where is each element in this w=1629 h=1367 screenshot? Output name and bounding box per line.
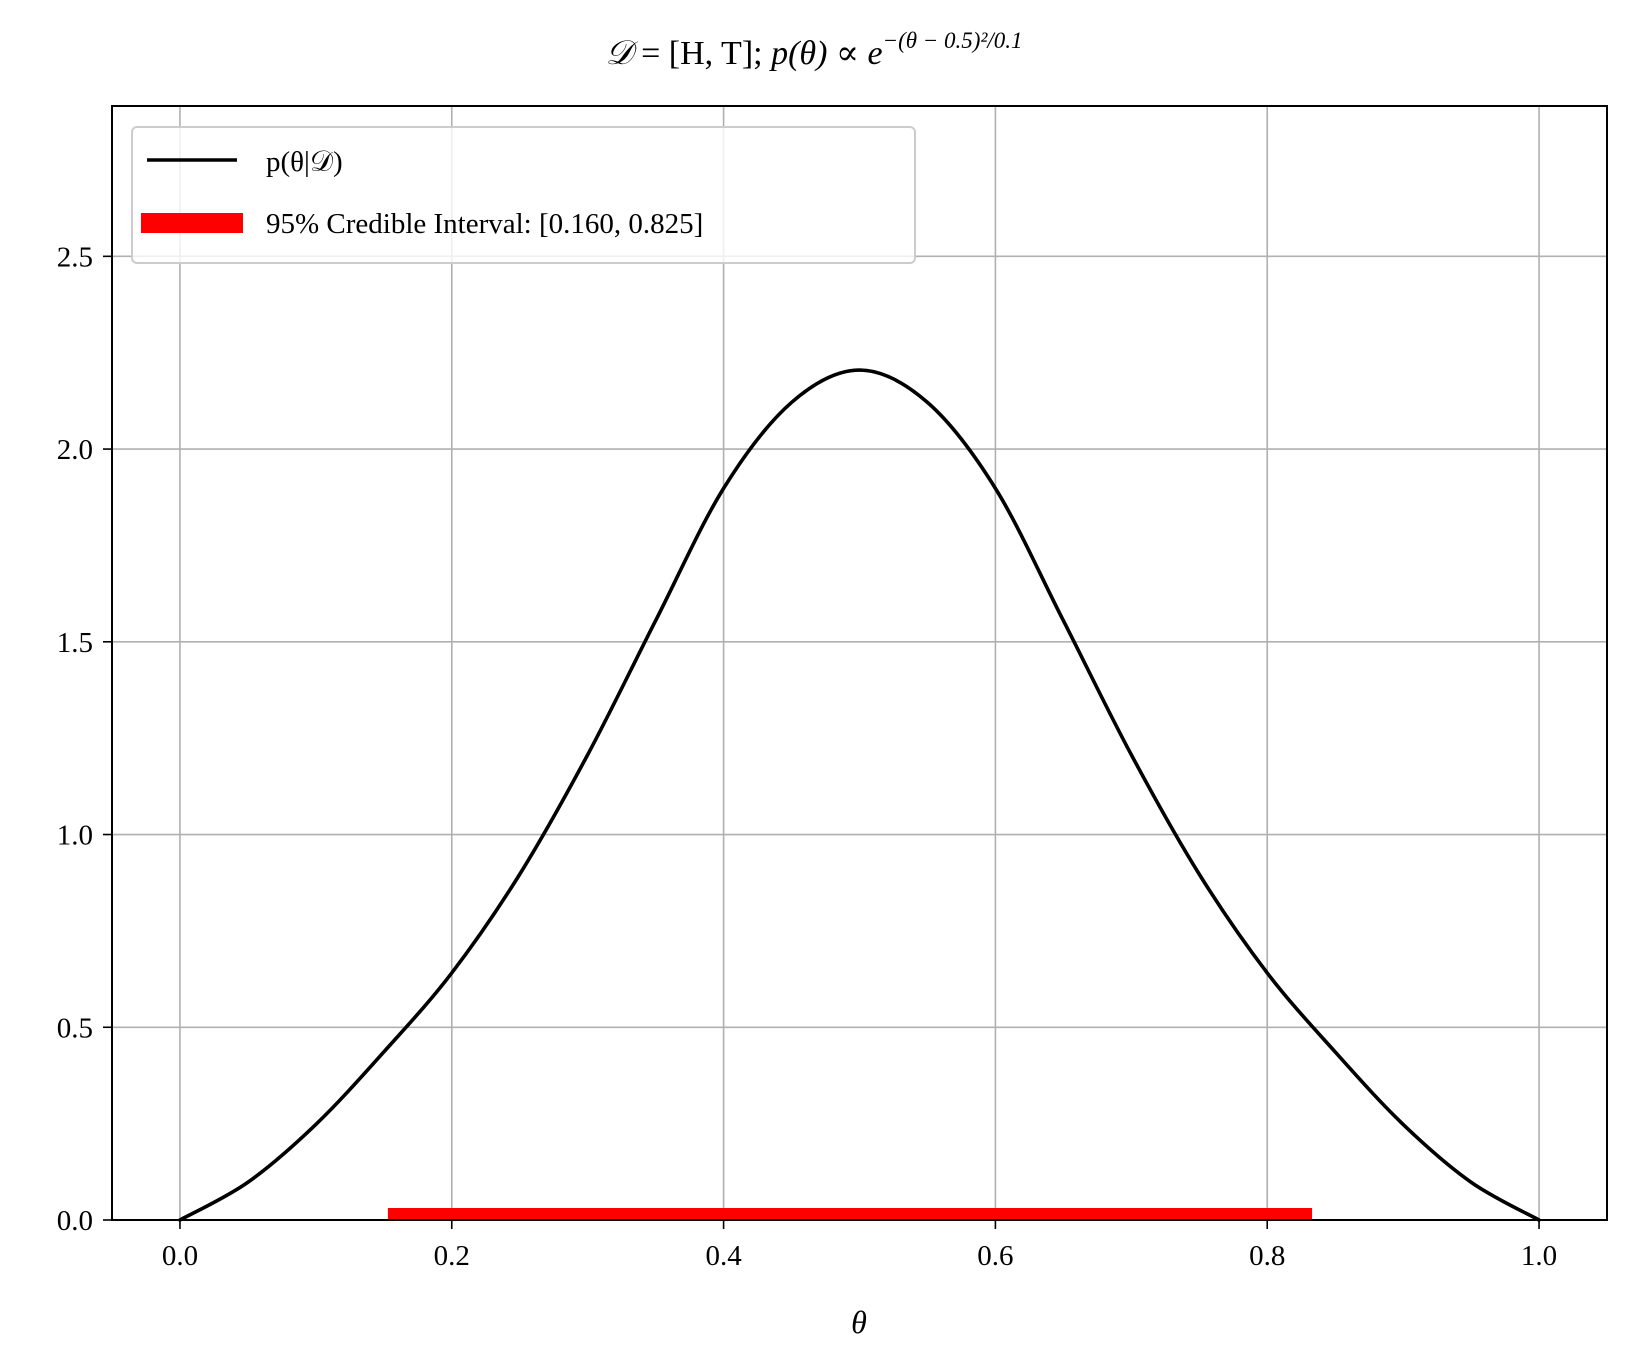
y-tick-label: 0.5 <box>57 1012 93 1044</box>
plot-frame <box>111 105 1608 1221</box>
title-prior-formula: p(θ) ∝ e <box>769 35 882 72</box>
legend: p(θ|𝒟) 95% Credible Interval: [0.160, 0.… <box>131 126 916 264</box>
title-prior-exponent: −(θ − 0.5)²/0.1 <box>883 28 1023 53</box>
legend-label-credible-interval: 95% Credible Interval: [0.160, 0.825] <box>266 208 703 240</box>
x-axis-label: θ <box>851 1304 867 1340</box>
y-tick-label: 2.5 <box>57 241 93 273</box>
title-dataset-value: = [H, T]; <box>633 35 771 72</box>
x-tick-label: 0.8 <box>1249 1240 1285 1272</box>
x-tick-label: 0.2 <box>434 1240 470 1272</box>
x-tick-label: 0.4 <box>705 1240 742 1272</box>
axis-ticks: 0.0 0.2 0.4 0.6 0.8 1.0 0.0 0.5 1.0 1.5 2.0 2.5 <box>57 241 1557 1272</box>
y-tick-label: 1.0 <box>57 820 93 852</box>
chart-title: 𝒟 = [H, T]; p(θ) ∝ e−(θ − 0.5)²/0.1 <box>605 28 1022 72</box>
x-tick-label: 1.0 <box>1521 1240 1557 1272</box>
y-tick-label: 1.5 <box>57 627 93 659</box>
y-tick-label: 0.0 <box>57 1205 93 1237</box>
series-line-posterior <box>178 368 1541 1222</box>
x-tick-label: 0.0 <box>162 1240 198 1272</box>
y-tick-label: 2.0 <box>57 434 93 466</box>
legend-label-posterior: p(θ|𝒟) <box>266 146 343 178</box>
series-layer <box>178 368 1541 1222</box>
x-tick-label: 0.6 <box>977 1240 1013 1272</box>
legend-box <box>131 126 916 264</box>
